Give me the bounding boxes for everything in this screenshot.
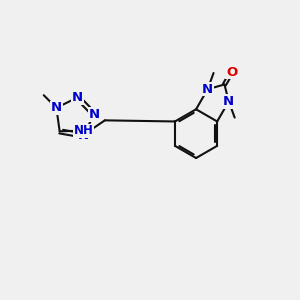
Text: N: N <box>51 101 62 114</box>
Text: N: N <box>89 108 100 121</box>
Text: N: N <box>202 83 213 96</box>
Text: O: O <box>226 66 237 79</box>
Text: NH: NH <box>74 124 93 137</box>
Text: N: N <box>72 91 83 104</box>
Text: N: N <box>77 129 88 142</box>
Text: N: N <box>223 95 234 108</box>
